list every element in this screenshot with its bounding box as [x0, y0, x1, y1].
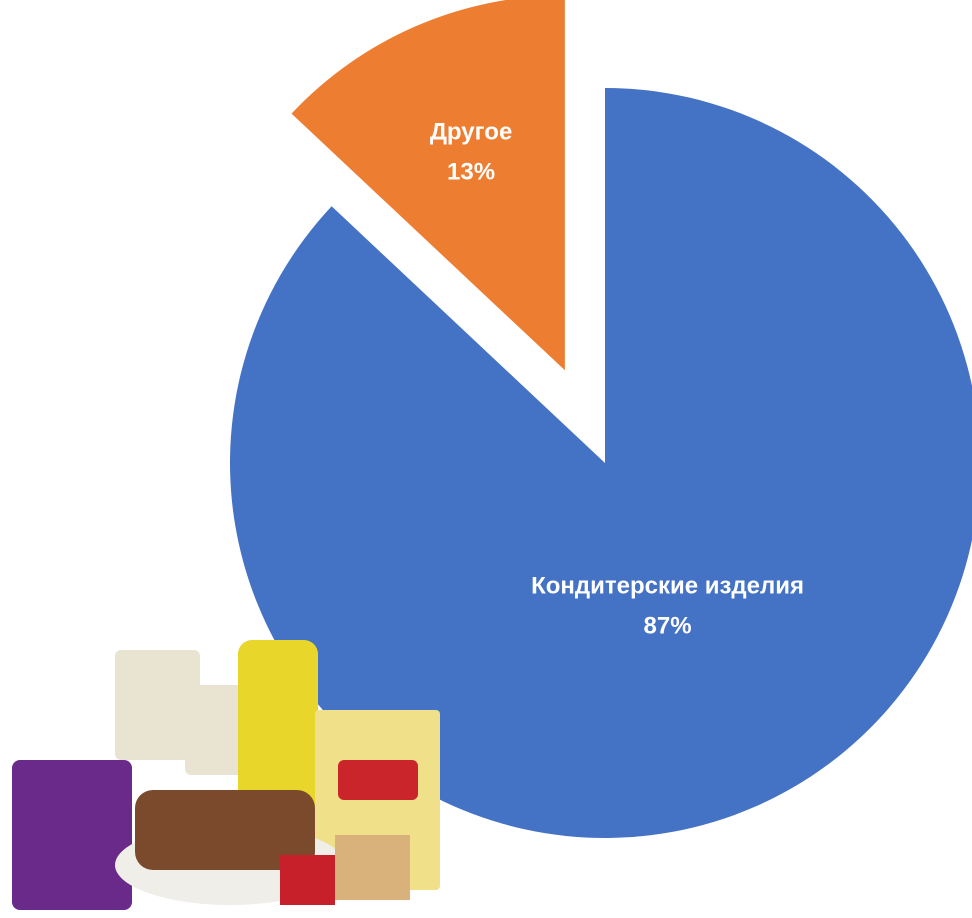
- pie: [230, 0, 972, 838]
- pie-slice: [230, 88, 972, 838]
- category-label: Кондитерские изделия: [531, 573, 804, 600]
- value-label: 13%: [447, 159, 495, 186]
- gift-box: [280, 855, 335, 905]
- candy-box: [185, 685, 245, 775]
- slice-label: Другое 13%: [430, 119, 512, 186]
- candy-box: [115, 650, 200, 760]
- category-label: Другое: [430, 119, 512, 146]
- labels: Кондитерские изделия 87% Другое 13%: [430, 119, 804, 640]
- product-picture: [12, 640, 440, 910]
- gift-box: [335, 835, 410, 900]
- candy-pack: [12, 760, 132, 910]
- slice-label: Кондитерские изделия 87%: [531, 573, 804, 640]
- flour-logo: [338, 760, 418, 800]
- value-label: 87%: [644, 613, 692, 640]
- cake: [135, 790, 315, 870]
- pie-slice: [291, 0, 565, 371]
